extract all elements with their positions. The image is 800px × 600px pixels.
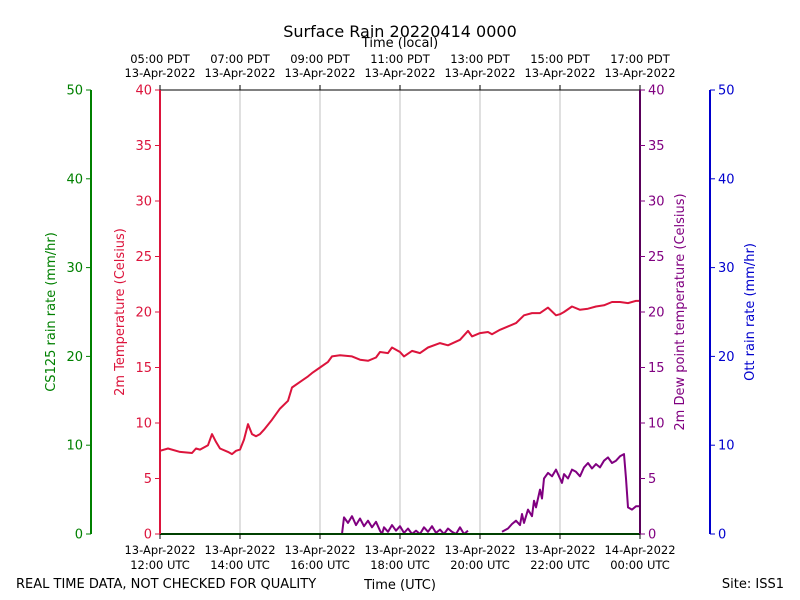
ott-tick-label: 40 bbox=[718, 172, 735, 187]
ott-tick-label: 0 bbox=[718, 528, 726, 543]
dewpoint-ticks: 0 5 10 15 20 25 30 35 40 bbox=[640, 84, 665, 543]
ott-axis-label: Ott rain rate (mm/hr) bbox=[743, 243, 758, 381]
cs125-ticks: 0 10 20 30 40 50 bbox=[66, 84, 91, 543]
bottom-tick-label-line2: 14:00 UTC bbox=[210, 558, 270, 572]
bottom-tick-label-line1: 13-Apr-2022 bbox=[524, 543, 595, 557]
temperature-tick-label: 10 bbox=[135, 417, 152, 432]
top-tick-label-line2: 13-Apr-2022 bbox=[204, 66, 275, 80]
dewpoint-tick-label: 25 bbox=[648, 250, 665, 265]
temperature-tick-label: 15 bbox=[135, 361, 152, 376]
temperature-tick-label: 25 bbox=[135, 250, 152, 265]
cs125-axis-label: CS125 rain rate (mm/hr) bbox=[44, 232, 59, 392]
2m-dew-point-temperature-line-segment-0 bbox=[341, 515, 469, 535]
dewpoint-tick-label: 10 bbox=[648, 417, 665, 432]
temperature-ticks: 0 5 10 15 20 25 30 35 40 bbox=[135, 84, 160, 543]
top-tick-label-line1: 05:00 PDT bbox=[130, 52, 191, 66]
dewpoint-axis-label: 2m Dew point temperature (Celsius) bbox=[673, 193, 688, 430]
bottom-tick-label-line2: 12:00 UTC bbox=[130, 558, 190, 572]
chart-title: Surface Rain 20220414 0000 bbox=[283, 22, 517, 41]
temperature-axis-label: 2m Temperature (Celsius) bbox=[113, 228, 128, 396]
top-tick-label-line2: 13-Apr-2022 bbox=[284, 66, 355, 80]
site-label: Site: ISS1 bbox=[722, 577, 784, 592]
dewpoint-tick-label: 35 bbox=[648, 139, 665, 154]
dewpoint-tick-label: 20 bbox=[648, 306, 665, 321]
top-tick-label-line1: 11:00 PDT bbox=[370, 52, 431, 66]
top-tick-label-line1: 13:00 PDT bbox=[450, 52, 511, 66]
top-tick-label-line1: 07:00 PDT bbox=[210, 52, 271, 66]
temperature-tick-label: 40 bbox=[135, 84, 152, 99]
bottom-tick-label-line1: 13-Apr-2022 bbox=[124, 543, 195, 557]
top-tick-label-line2: 13-Apr-2022 bbox=[124, 66, 195, 80]
temperature-tick-label: 0 bbox=[144, 528, 152, 543]
temperature-tick-label: 20 bbox=[135, 306, 152, 321]
top-tick-label-line1: 15:00 PDT bbox=[530, 52, 591, 66]
cs125-tick-label: 0 bbox=[75, 528, 83, 543]
dewpoint-tick-label: 5 bbox=[648, 472, 656, 487]
cs125-tick-label: 40 bbox=[66, 172, 83, 187]
bottom-tick-label-line2: 16:00 UTC bbox=[290, 558, 350, 572]
cs125-tick-label: 30 bbox=[66, 261, 83, 276]
dewpoint-tick-label: 30 bbox=[648, 195, 665, 210]
temperature-tick-label: 30 bbox=[135, 195, 152, 210]
bottom-tick-label-line1: 14-Apr-2022 bbox=[604, 543, 675, 557]
bottom-tick-label-line2: 20:00 UTC bbox=[450, 558, 510, 572]
cs125-tick-label: 20 bbox=[66, 350, 83, 365]
ott-tick-label: 10 bbox=[718, 439, 735, 454]
quality-disclaimer: REAL TIME DATA, NOT CHECKED FOR QUALITY bbox=[16, 577, 316, 592]
cs125-tick-label: 50 bbox=[66, 84, 83, 99]
ott-tick-label: 50 bbox=[718, 84, 735, 99]
bottom-tick-label-line1: 13-Apr-2022 bbox=[444, 543, 515, 557]
top-tick-label-line2: 13-Apr-2022 bbox=[364, 66, 435, 80]
top-tick-label-line2: 13-Apr-2022 bbox=[444, 66, 515, 80]
top-axis-label: Time (local) bbox=[361, 36, 438, 51]
dewpoint-tick-label: 40 bbox=[648, 84, 665, 99]
temperature-tick-label: 5 bbox=[144, 472, 152, 487]
vertical-gridlines bbox=[239, 90, 561, 534]
ott-tick-label: 30 bbox=[718, 261, 735, 276]
ott-ticks: 0 10 20 30 40 50 bbox=[710, 84, 735, 543]
2m-temperature-line bbox=[159, 299, 640, 456]
bottom-tick-label-line1: 13-Apr-2022 bbox=[204, 543, 275, 557]
bottom-tick-label-line1: 13-Apr-2022 bbox=[364, 543, 435, 557]
dewpoint-tick-label: 15 bbox=[648, 361, 665, 376]
ott-tick-label: 20 bbox=[718, 350, 735, 365]
bottom-axis-label: Time (UTC) bbox=[363, 578, 436, 593]
2m-dew-point-temperature-line-segment-1 bbox=[501, 453, 640, 533]
top-tick-label-line1: 17:00 PDT bbox=[610, 52, 671, 66]
dewpoint-tick-label: 0 bbox=[648, 528, 656, 543]
cs125-tick-label: 10 bbox=[66, 439, 83, 454]
bottom-tick-label-line2: 18:00 UTC bbox=[370, 558, 430, 572]
bottom-tick-label-line1: 13-Apr-2022 bbox=[284, 543, 355, 557]
bottom-tick-label-line2: 22:00 UTC bbox=[530, 558, 590, 572]
top-tick-label-line2: 13-Apr-2022 bbox=[604, 66, 675, 80]
top-tick-label-line1: 09:00 PDT bbox=[290, 52, 351, 66]
temperature-tick-label: 35 bbox=[135, 139, 152, 154]
top-tick-label-line2: 13-Apr-2022 bbox=[524, 66, 595, 80]
bottom-tick-label-line2: 00:00 UTC bbox=[610, 558, 670, 572]
